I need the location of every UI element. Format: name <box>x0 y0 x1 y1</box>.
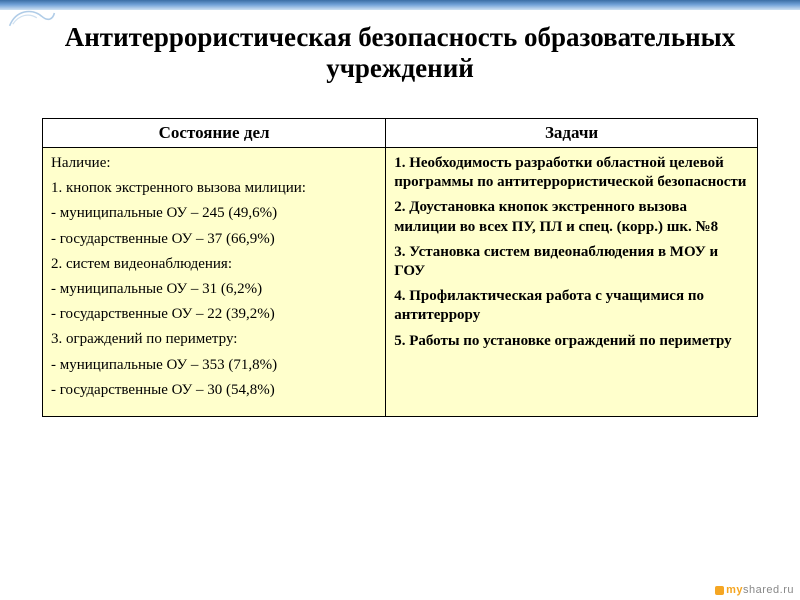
task-line: 1. Необходимость разработки областной це… <box>394 154 749 192</box>
table-header-row: Состояние дел Задачи <box>43 119 758 148</box>
status-line: - государственные ОУ – 37 (66,9%) <box>51 230 377 249</box>
status-line: - государственные ОУ – 30 (54,8%) <box>51 381 377 400</box>
status-line: 3. ограждений по периметру: <box>51 330 377 349</box>
task-line: 2. Доустановка кнопок экстренного вызова… <box>394 198 749 236</box>
slide-title: Антитеррористическая безопасность образо… <box>0 22 800 84</box>
cell-status: Наличие: 1. кнопок экстренного вызова ми… <box>43 148 386 417</box>
content-table: Состояние дел Задачи Наличие: 1. кнопок … <box>42 118 758 417</box>
watermark-suffix: shared.ru <box>743 584 794 596</box>
cell-tasks: 1. Необходимость разработки областной це… <box>386 148 758 417</box>
status-line: 2. систем видеонаблюдения: <box>51 255 377 274</box>
status-line: - муниципальные ОУ – 245 (49,6%) <box>51 204 377 223</box>
status-line: 1. кнопок экстренного вызова милиции: <box>51 179 377 198</box>
header-tasks: Задачи <box>386 119 758 148</box>
watermark-prefix: my <box>726 584 743 596</box>
status-line: Наличие: <box>51 154 377 173</box>
watermark: myshared.ru <box>715 584 794 596</box>
table-body-row: Наличие: 1. кнопок экстренного вызова ми… <box>43 148 758 417</box>
task-line: 3. Установка систем видеонаблюдения в МО… <box>394 243 749 281</box>
status-line: - государственные ОУ – 22 (39,2%) <box>51 305 377 324</box>
task-line: 5. Работы по установке ограждений по пер… <box>394 332 749 351</box>
task-line: 4. Профилактическая работа с учащимися п… <box>394 287 749 325</box>
status-line: - муниципальные ОУ – 31 (6,2%) <box>51 280 377 299</box>
watermark-icon <box>715 586 724 595</box>
top-stripe <box>0 0 800 10</box>
status-line: - муниципальные ОУ – 353 (71,8%) <box>51 356 377 375</box>
header-status: Состояние дел <box>43 119 386 148</box>
